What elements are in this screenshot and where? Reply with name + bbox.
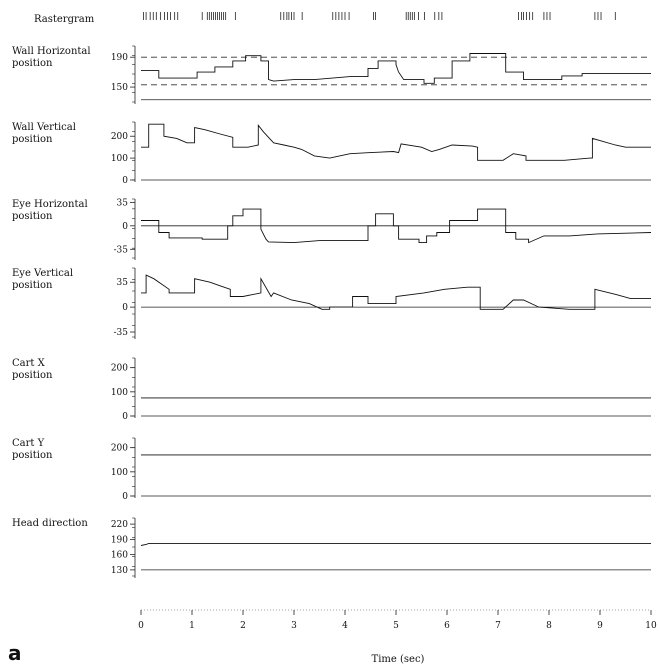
y-tick-label-4-1: 100 — [111, 388, 128, 398]
y-tick-label-1-1: 100 — [111, 154, 128, 164]
panel-label-4-1: position — [12, 370, 53, 381]
x-axis: Time (sec) 0 1 2 3 4 5 6 7 8 9 10 — [138, 609, 657, 665]
y-tick-label-3-0: 35 — [117, 278, 129, 288]
y-tick-label-0-0: 190 — [111, 53, 128, 63]
y-tick-label-6-0: 220 — [111, 520, 128, 530]
panel-6: Head direction 220 190 160 130 — [12, 517, 651, 578]
x-tick-label-6: 6 — [444, 621, 450, 631]
x-tick-label-9: 9 — [597, 621, 603, 631]
x-tick-label-2: 2 — [240, 621, 246, 631]
y-tick-label-1-0: 200 — [111, 132, 128, 142]
x-tick-label-10: 10 — [645, 621, 657, 631]
trace-3-0 — [141, 274, 651, 310]
panel-label-3-1: position — [12, 280, 53, 291]
panel-label-6-0: Head direction — [12, 518, 88, 529]
trace-2-0 — [141, 208, 652, 244]
x-axis-label: Time (sec) — [372, 654, 425, 665]
panel-label-5-1: position — [12, 450, 53, 461]
y-tick-label-2-0: 35 — [117, 198, 129, 208]
panel-label-0-1: position — [12, 58, 53, 69]
y-tick-label-2-2: -35 — [114, 245, 129, 255]
x-tick-label-8: 8 — [546, 621, 552, 631]
rastergram-label: Rastergram — [34, 14, 95, 25]
x-tick-label-0: 0 — [138, 621, 144, 631]
x-tick-label-1: 1 — [189, 621, 195, 631]
y-tick-label-2-1: 0 — [122, 222, 128, 232]
y-tick-label-0-1: 150 — [111, 83, 128, 93]
rastergram: Rastergram — [34, 12, 616, 25]
x-tick-label-5: 5 — [393, 621, 399, 631]
y-tick-label-3-1: 0 — [122, 303, 128, 313]
y-tick-label-4-2: 0 — [122, 412, 128, 422]
trace-1-0 — [141, 123, 651, 161]
panel-label-5-0: Cart Y — [12, 438, 45, 449]
y-tick-label-5-1: 100 — [111, 468, 128, 478]
panel-label-4-0: Cart X — [12, 358, 46, 369]
panel-label-0-0: Wall Horizontal — [12, 46, 91, 57]
y-tick-label-4-0: 200 — [111, 364, 128, 374]
panel-letter: a — [8, 641, 22, 665]
trace-0-0 — [141, 53, 651, 84]
x-tick-label-7: 7 — [495, 621, 501, 631]
y-tick-label-1-2: 0 — [122, 176, 128, 186]
x-tick-label-4: 4 — [342, 621, 348, 631]
y-tick-label-3-2: -35 — [114, 328, 129, 338]
y-tick-label-5-2: 0 — [122, 492, 128, 502]
panel-label-1-1: position — [12, 134, 53, 145]
x-tick-label-3: 3 — [291, 621, 297, 631]
y-tick-label-6-2: 160 — [111, 551, 128, 561]
panel-label-1-0: Wall Vertical — [12, 122, 76, 133]
panel-label-2-1: position — [12, 211, 53, 222]
panel-label-2-0: Eye Horizontal — [12, 199, 88, 210]
trace-6-0 — [140, 542, 651, 546]
y-tick-label-6-1: 190 — [111, 535, 128, 545]
y-tick-label-5-0: 200 — [111, 444, 128, 454]
panel-label-3-0: Eye Vertical — [12, 268, 73, 279]
y-tick-label-6-3: 130 — [111, 566, 128, 576]
